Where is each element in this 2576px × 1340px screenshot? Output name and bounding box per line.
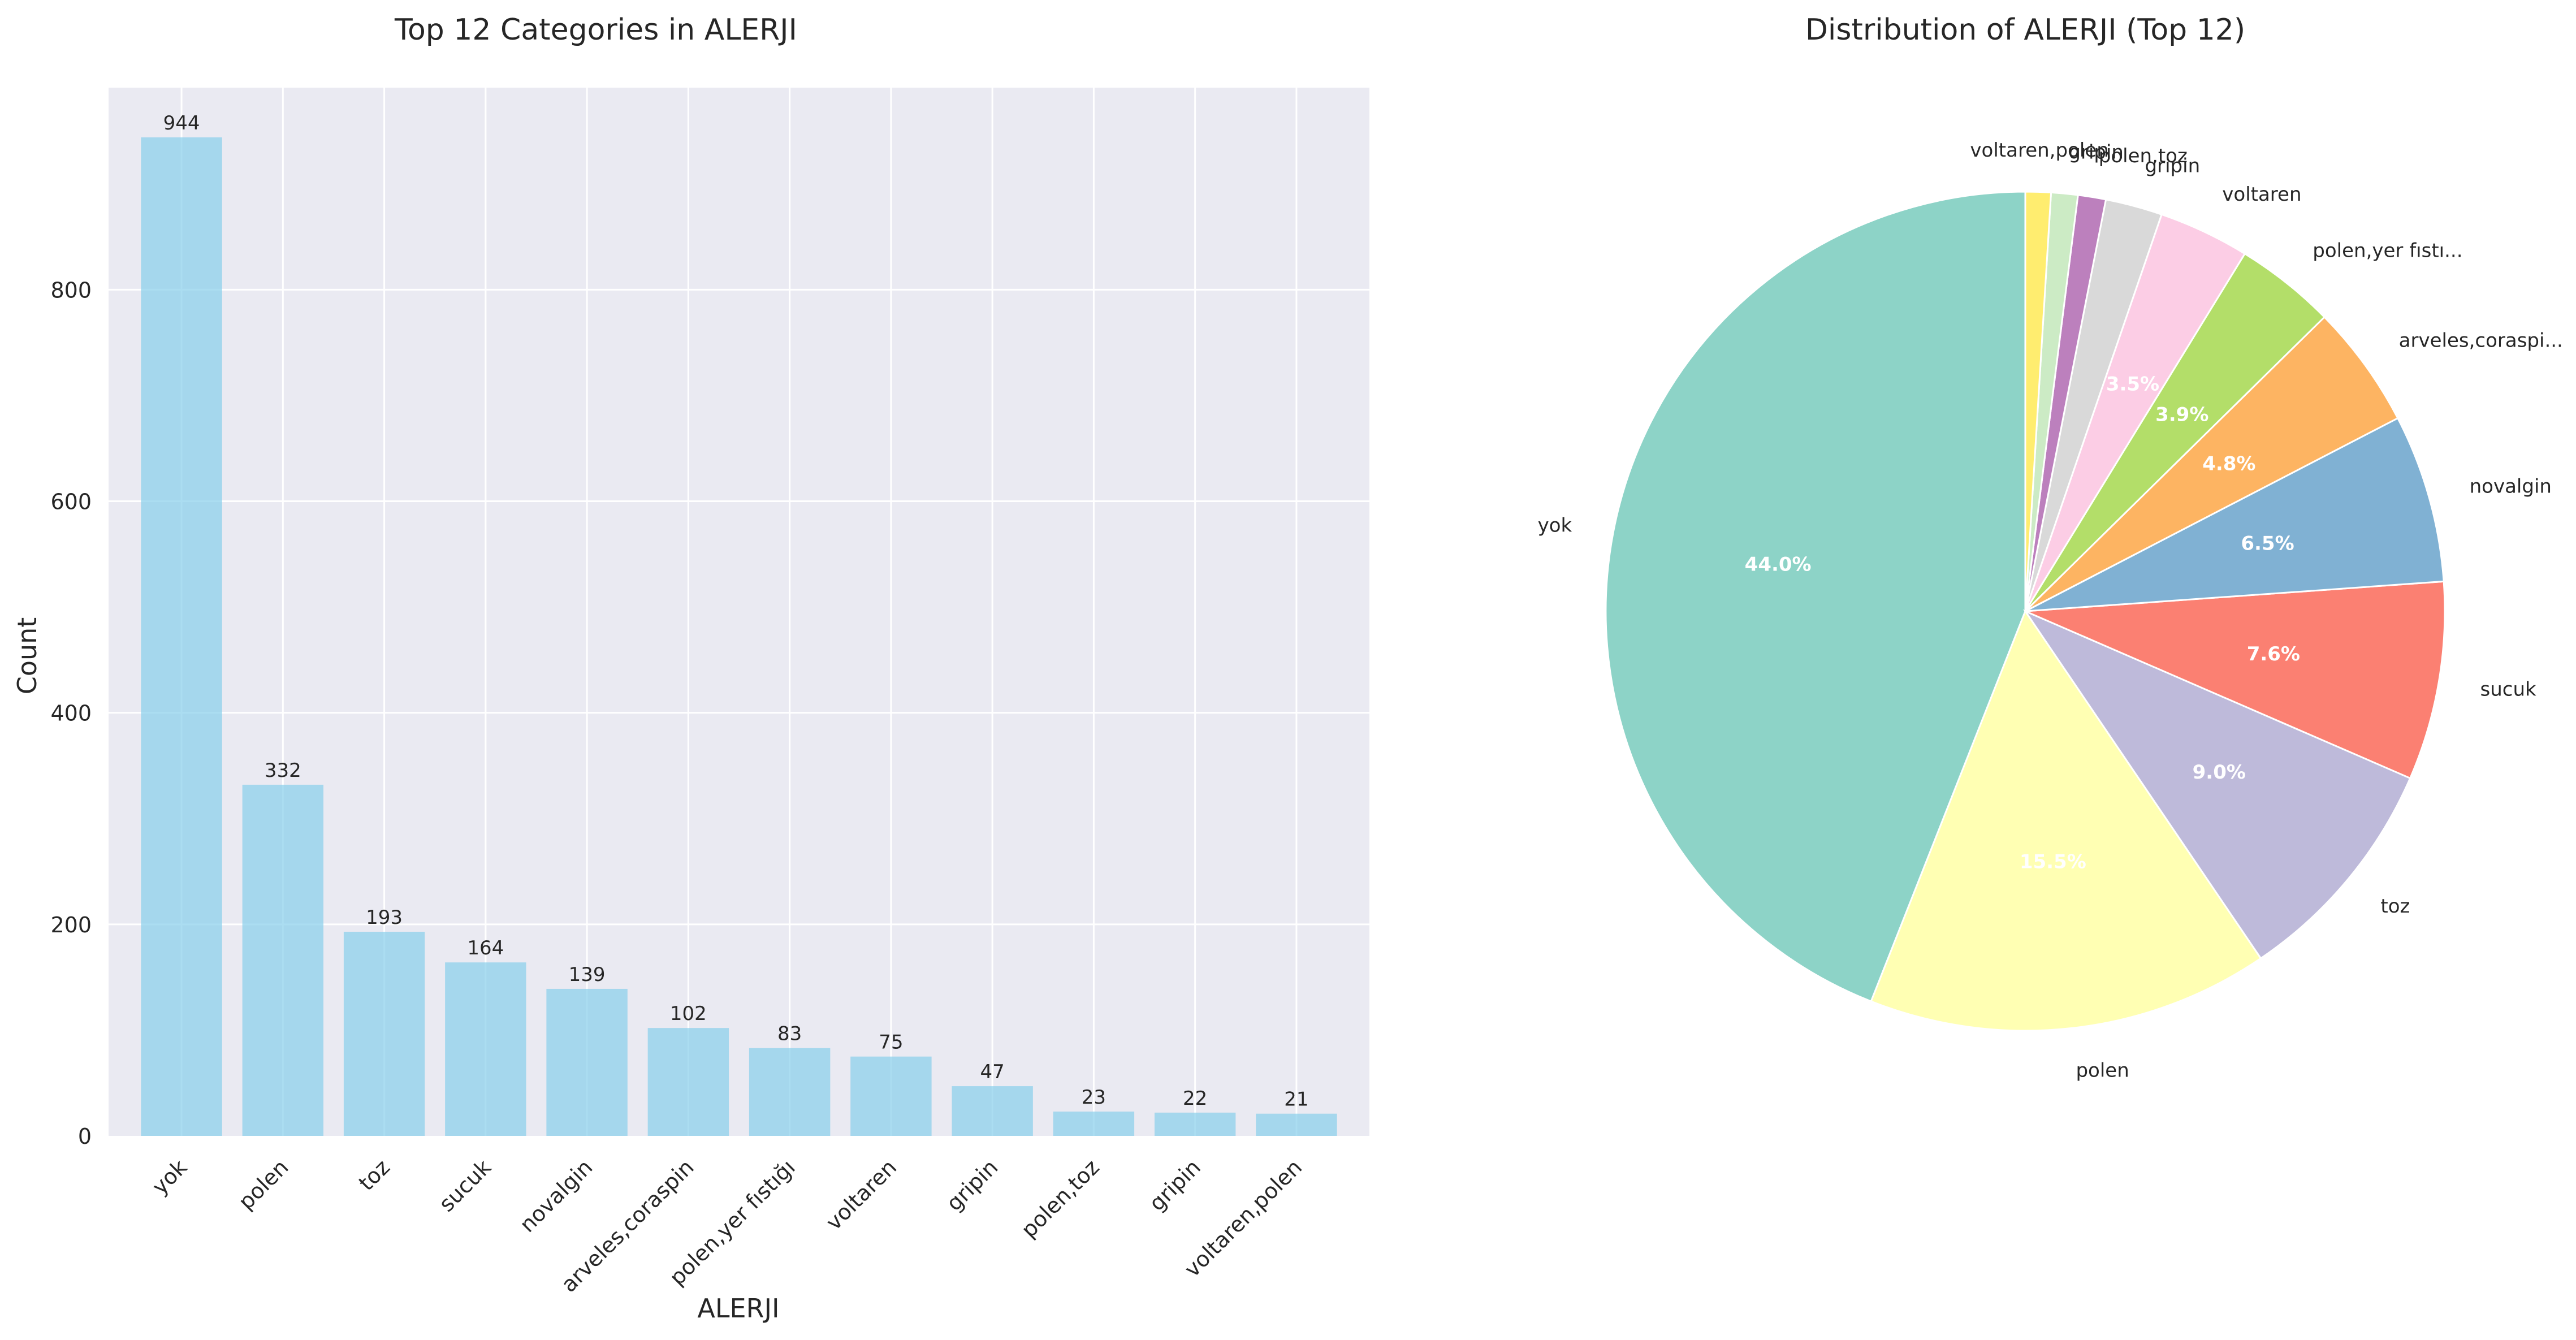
bar-value-label: 83: [777, 1023, 802, 1045]
pie-percent-label: 7.6%: [2247, 643, 2300, 665]
pie-chart-percent-labels: 44.0% 15.5% 9.0% 7.6% 6.5% 4.8% 3.9% 3.5%: [1745, 373, 2300, 873]
pie-percent-label: 44.0%: [1745, 554, 1812, 576]
pie-slice-4: [2025, 417, 2445, 612]
bar-chart-x-tick-label: voltaren: [821, 1155, 901, 1235]
bar-value-label: 164: [467, 937, 504, 959]
bar-chart-y-tick-label: 800: [50, 278, 92, 302]
pie-slice-label: polen: [2076, 1059, 2129, 1082]
pie-slice-5: [2024, 315, 2399, 612]
bar-value-label: 193: [366, 906, 403, 929]
bar-value-label: 22: [1183, 1087, 1207, 1110]
pie-slice-label: gripin: [2068, 141, 2124, 163]
bar-chart-x-tick-label: polen: [234, 1155, 293, 1214]
bar-chart-y-tick-label: 0: [78, 1124, 92, 1149]
bar-chart-panel: 944 332 193 164 139 102 83 75 47 23 22 21 0 200 400 60…: [12, 13, 1369, 1324]
bar-5: [647, 1028, 729, 1136]
pie-chart-title: Distribution of ALERJI (Top 12): [1805, 13, 2245, 47]
pie-chart-slice-labels: yok polen toz sucuk novalgin arveles,coraspi.…: [1538, 139, 2563, 1082]
bar-chart-y-ticks: 0 200 400 600 800: [50, 278, 92, 1149]
pie-slice-label: voltaren,polen: [1970, 139, 2108, 162]
bar-value-label: 944: [163, 112, 200, 135]
bar-8: [952, 1086, 1033, 1136]
bar-chart-y-axis-label: Count: [12, 617, 42, 695]
pie-chart-panel: yok polen toz sucuk novalgin arveles,coraspi.…: [1538, 13, 2563, 1082]
bar-value-label: 139: [569, 963, 606, 986]
pie-slice-11: [2024, 191, 2052, 612]
bar-value-label: 75: [879, 1031, 903, 1054]
pie-slice-1: [1870, 609, 2262, 1032]
bar-value-label: 47: [980, 1061, 1005, 1083]
bar-6: [749, 1048, 831, 1136]
pie-percent-label: 3.5%: [2106, 373, 2159, 395]
bar-chart-title: Top 12 Categories in ALERJI: [394, 13, 797, 47]
bar-9: [1053, 1111, 1135, 1136]
bar-chart-value-labels: 944 332 193 164 139 102 83 75 47 23 22 21: [163, 112, 1309, 1111]
bar-chart-x-tick-label: toz: [354, 1155, 395, 1195]
pie-percent-label: 3.9%: [2155, 404, 2208, 426]
bar-value-label: 23: [1082, 1086, 1106, 1109]
bar-chart-x-tick-label: gripin: [941, 1155, 1002, 1216]
bar-3: [445, 962, 526, 1136]
pie-slice-label: yok: [1538, 514, 1572, 537]
pie-slice-label: polen,toz: [2099, 145, 2188, 167]
bar-11: [1256, 1113, 1337, 1136]
bar-chart-x-tick-label: yok: [147, 1155, 192, 1199]
pie-slice-label: toz: [2380, 895, 2410, 918]
pie-chart-slices: [1605, 191, 2446, 1032]
bar-value-label: 21: [1284, 1088, 1308, 1111]
pie-percent-label: 9.0%: [2193, 761, 2246, 784]
bar-chart-y-tick-label: 200: [50, 913, 92, 937]
bar-chart-x-tick-label: sucuk: [434, 1155, 496, 1217]
bar-chart-gridlines: [109, 88, 1369, 1136]
pie-percent-label: 15.5%: [2020, 851, 2086, 874]
bar-10: [1154, 1112, 1236, 1136]
pie-slice-3: [2025, 580, 2446, 780]
bar-4: [546, 988, 628, 1136]
pie-slice-label: voltaren: [2222, 183, 2301, 206]
bar-chart-bars: [141, 137, 1337, 1136]
bar-chart-y-tick-label: 600: [50, 489, 92, 514]
bar-7: [850, 1056, 932, 1136]
bar-value-label: 332: [265, 759, 301, 782]
bar-value-label: 102: [670, 1002, 707, 1025]
bar-chart-x-tick-label: novalgin: [515, 1155, 598, 1237]
bar-chart-x-axis-label: ALERJI: [697, 1293, 779, 1324]
bar-chart-y-tick-label: 400: [50, 701, 92, 726]
bar-2: [343, 931, 425, 1136]
bar-0: [141, 137, 222, 1136]
pie-slice-2: [2022, 609, 2411, 960]
bar-chart-x-ticks: yok polen toz sucuk novalginarveles,coraspin…: [147, 1155, 1307, 1297]
bar-chart-x-tick-label: gripin: [1144, 1155, 1205, 1216]
pie-slice-label: arveles,coraspi...: [2399, 330, 2563, 352]
pie-slice-label: novalgin: [2470, 476, 2552, 498]
bar-1: [242, 784, 324, 1136]
pie-slice-label: gripin: [2145, 155, 2201, 178]
pie-slice-label: sucuk: [2480, 678, 2537, 701]
pie-percent-label: 6.5%: [2241, 532, 2294, 555]
pie-slice-0: [1605, 191, 2026, 1002]
pie-slice-label: polen,yer fıstı...: [2313, 239, 2462, 262]
bar-chart-x-tick-label: polen,toz: [1017, 1155, 1104, 1242]
pie-percent-label: 4.8%: [2202, 453, 2255, 476]
